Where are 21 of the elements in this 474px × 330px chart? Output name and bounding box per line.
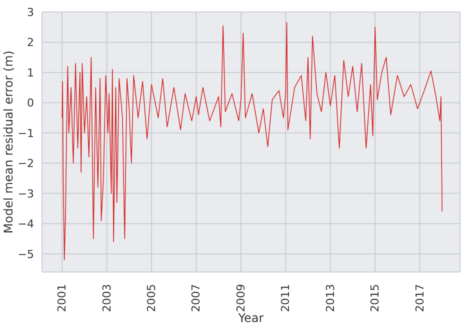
y-tick-label: 0 [27,96,34,110]
y-axis-title: Model mean residual error (m) [1,50,16,234]
y-tick-label: −3 [18,187,34,200]
y-tick-label: −1 [18,126,34,140]
y-tick-label: 3 [27,6,34,19]
x-tick-label: 2015 [368,284,382,312]
y-tick-label: −2 [18,157,34,170]
x-axis-title: Year [237,311,264,325]
y-tick-label: 2 [27,36,34,50]
x-tick-label: 2017 [413,284,426,312]
line-series [62,22,443,260]
x-tick-label: 2005 [145,284,158,312]
x-tick-label: 2003 [100,284,114,312]
y-tick-label: 1 [27,66,34,80]
x-tick-label: 2007 [190,284,203,312]
x-tick-label: 2011 [279,284,292,312]
y-tick-label: −5 [18,248,34,261]
y-tick-label: −4 [18,218,34,231]
x-tick-label: 2013 [324,284,337,312]
x-tick-label: 2001 [56,284,69,312]
x-tick-label: 2009 [234,284,248,312]
